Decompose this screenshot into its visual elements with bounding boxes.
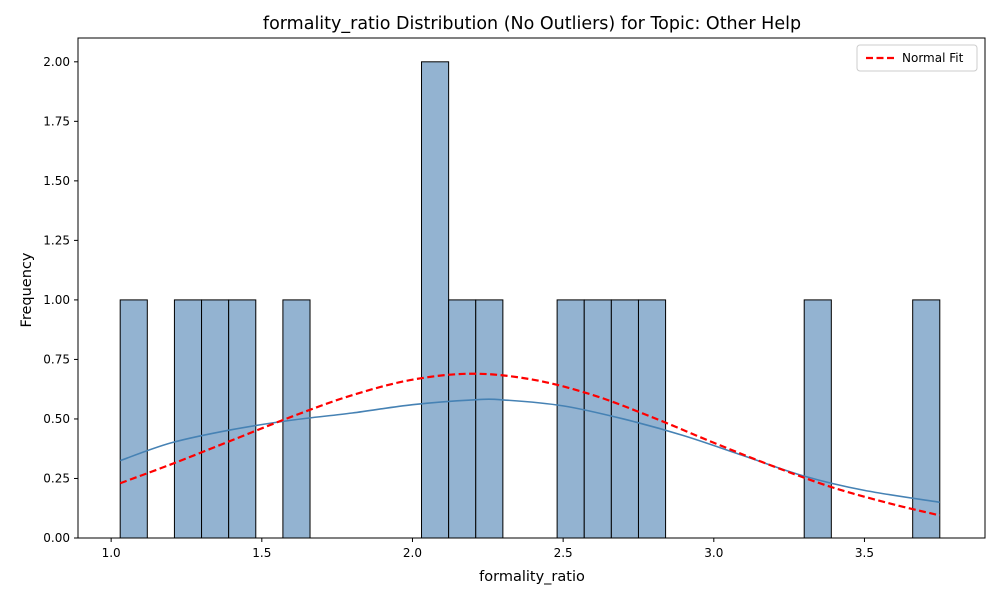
x-axis-title: formality_ratio <box>479 569 585 585</box>
x-tick-label: 1.0 <box>102 546 121 560</box>
normal-fit-line <box>119 372 941 517</box>
bars-group <box>119 61 941 539</box>
histogram-bar <box>448 299 477 539</box>
x-tick-label: 2.5 <box>554 546 573 560</box>
histogram-bar <box>583 299 612 539</box>
y-tick-label: 0.25 <box>43 471 70 485</box>
y-axis-title: Frequency <box>19 252 35 327</box>
histogram-bar <box>475 299 504 539</box>
axes-group: 1.0 1.5 2.0 2.5 3.0 3.5 0.00 0.25 0.50 0.75 1.00 1.… <box>43 37 986 560</box>
legend-box <box>856 44 978 72</box>
histogram-bar <box>201 299 230 539</box>
histogram-bar <box>421 61 450 539</box>
legend-label-normal-fit: Normal Fit <box>902 51 964 65</box>
y-tick-label: 1.00 <box>43 293 70 307</box>
y-tick-label: 0.00 <box>43 531 70 545</box>
y-tick-label: 1.50 <box>43 174 70 188</box>
y-tick-label: 1.75 <box>43 114 70 128</box>
histogram-bar <box>119 299 148 539</box>
histogram-bar <box>637 299 667 539</box>
x-tick-label: 2.0 <box>403 546 422 560</box>
histogram-bar <box>228 299 257 539</box>
histogram-bar <box>803 299 832 539</box>
x-tick-label: 3.0 <box>704 546 723 560</box>
y-tick-label: 2.00 <box>43 55 70 69</box>
y-tick-label: 1.25 <box>43 233 70 247</box>
x-tick-label: 1.5 <box>252 546 271 560</box>
y-tick-label: 0.75 <box>43 352 70 366</box>
histogram-bar <box>173 299 203 539</box>
y-tick-label: 0.50 <box>43 412 70 426</box>
legend: Normal Fit <box>856 44 978 72</box>
histogram-bar <box>556 299 585 539</box>
x-tick-label: 3.5 <box>855 546 874 560</box>
chart-title: formality_ratio Distribution (No Outlier… <box>263 14 801 34</box>
plot-frame <box>77 37 986 539</box>
curves-group <box>119 372 941 517</box>
